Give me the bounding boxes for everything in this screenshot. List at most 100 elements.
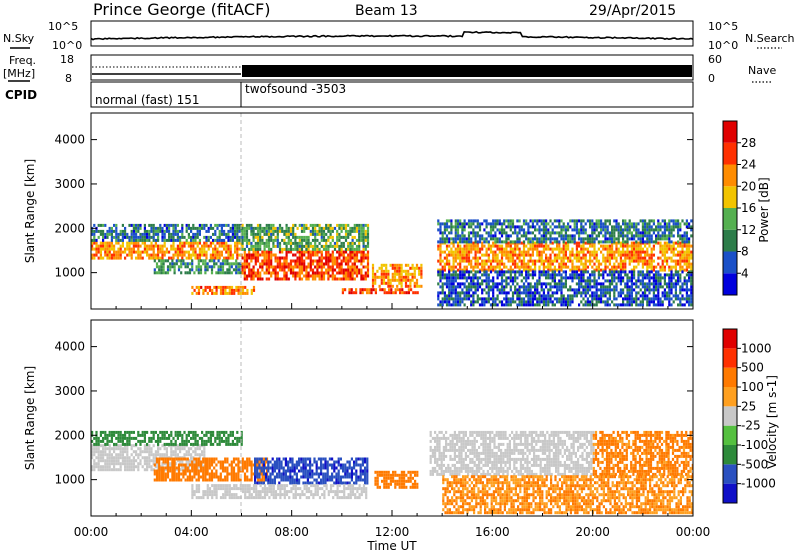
power-cell — [203, 241, 206, 245]
power-cell — [459, 276, 462, 280]
velocity-cell — [113, 468, 116, 472]
velocity-cell — [170, 430, 173, 434]
power-cell — [549, 231, 552, 235]
power-cell — [646, 240, 649, 244]
power-cell — [496, 285, 499, 289]
power-cell — [663, 268, 666, 272]
power-cell — [505, 247, 508, 251]
power-cell — [560, 262, 563, 266]
velocity-cell — [155, 472, 159, 476]
power-cell — [604, 222, 607, 226]
power-cell — [527, 231, 530, 235]
power-cell — [303, 265, 306, 269]
power-cell — [685, 234, 688, 238]
power-cell — [617, 294, 620, 298]
power-cell — [580, 225, 583, 229]
power-cell — [677, 244, 680, 248]
power-cell — [586, 259, 589, 263]
velocity-cell — [196, 439, 199, 443]
power-cell — [214, 232, 217, 236]
power-cell — [553, 270, 556, 274]
power-cell — [573, 273, 576, 277]
power-cell — [220, 229, 223, 233]
power-cell — [387, 284, 390, 288]
power-cell — [685, 300, 688, 304]
power-cell — [560, 228, 563, 232]
power-cell — [534, 273, 537, 277]
power-cell — [166, 259, 170, 263]
power-cell — [459, 256, 462, 260]
power-cell — [311, 247, 315, 251]
power-cell — [503, 222, 506, 226]
power-cell — [135, 232, 138, 236]
power-cell — [407, 263, 410, 267]
power-cell — [507, 244, 510, 248]
power-cell — [659, 268, 662, 272]
power-cell — [452, 297, 455, 301]
power-cell — [309, 223, 312, 227]
power-cell — [534, 268, 537, 272]
power-cell — [448, 250, 451, 254]
power-cell — [292, 247, 295, 251]
power-cell — [347, 241, 350, 245]
power-cell — [309, 256, 312, 260]
power-cell — [672, 244, 675, 248]
power-cell — [110, 235, 113, 239]
power-cell — [353, 262, 356, 266]
velocity-cell — [99, 453, 102, 457]
power-cell — [267, 226, 271, 230]
power-cell — [540, 240, 543, 244]
power-cell — [661, 294, 664, 298]
power-cell — [333, 274, 337, 278]
power-cell — [437, 303, 440, 307]
velocity-cell — [176, 453, 179, 457]
power-cell — [558, 244, 561, 248]
power-cell — [562, 303, 565, 307]
power-cell — [128, 247, 131, 251]
power-cell — [615, 222, 618, 226]
power-cell — [630, 234, 633, 238]
power-cell — [341, 288, 344, 292]
velocity-cell — [161, 436, 164, 440]
power-cell — [637, 241, 640, 245]
power-cell — [498, 288, 501, 292]
power-cell — [104, 223, 107, 227]
power-cell — [404, 275, 408, 279]
power-cell — [307, 235, 310, 239]
power-cell — [443, 225, 446, 229]
power-cell — [445, 262, 449, 266]
power-cell — [641, 250, 644, 254]
velocity-cell — [99, 456, 102, 460]
power-cell — [459, 291, 462, 295]
power-cell — [670, 228, 673, 232]
power-cell — [494, 253, 497, 257]
power-cell — [648, 265, 651, 269]
velocity-cell — [128, 442, 131, 446]
power-cell — [547, 256, 550, 260]
power-cell — [241, 232, 244, 236]
power-cell — [608, 268, 611, 272]
power-cell — [683, 259, 686, 263]
power-cell — [624, 294, 627, 298]
power-cell — [263, 241, 266, 245]
power-cell — [358, 238, 361, 242]
power-cell — [461, 253, 464, 257]
power-cell — [509, 240, 512, 244]
power-cell — [652, 219, 655, 223]
power-cell — [622, 297, 625, 301]
velocity-cell — [108, 433, 111, 437]
power-cell — [527, 294, 530, 298]
power-cell — [567, 256, 570, 260]
power-cell — [536, 237, 539, 241]
velocity-cell — [130, 436, 133, 440]
power-cell — [202, 288, 205, 292]
power-cell — [124, 232, 127, 236]
power-cell — [342, 253, 345, 257]
power-cell — [283, 265, 286, 269]
power-cell — [331, 274, 334, 278]
power-cell — [183, 253, 186, 257]
power-cell — [472, 297, 475, 301]
power-cell — [518, 268, 521, 272]
power-cell — [613, 273, 616, 277]
power-cell — [173, 268, 176, 272]
